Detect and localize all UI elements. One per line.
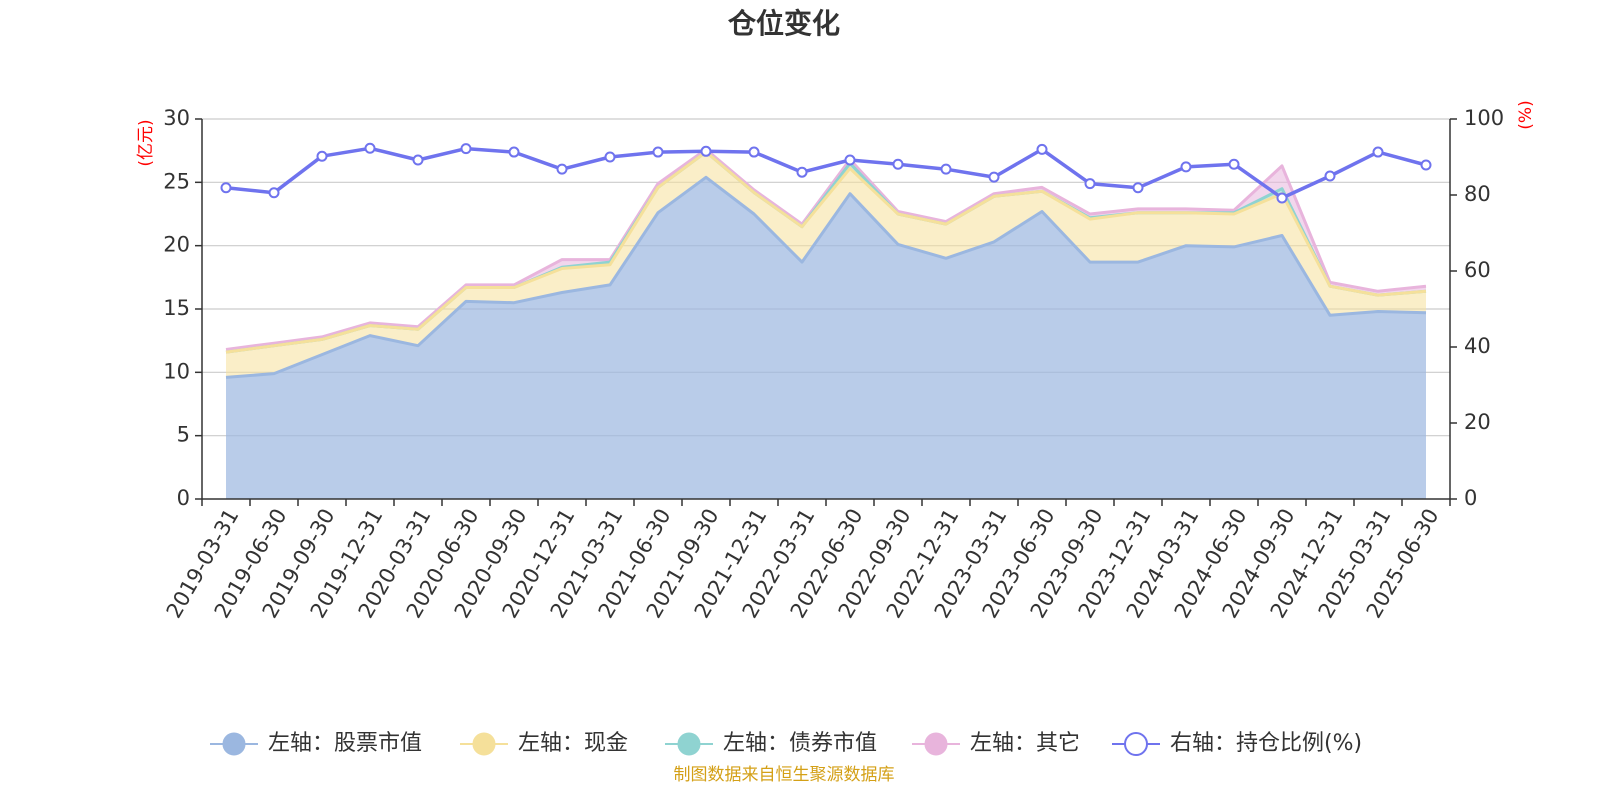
ratio-point [1276, 192, 1288, 204]
legend-item-2: 左轴：债券市值 [665, 731, 877, 756]
ratio-point [1324, 170, 1336, 182]
ratio-point [268, 187, 280, 199]
ratio-point [220, 182, 232, 194]
ratio-point [796, 166, 808, 178]
left-tick-label: 25 [163, 169, 190, 193]
right-tick-label: 60 [1464, 258, 1491, 282]
legend-label: 左轴：其它 [970, 731, 1080, 756]
ratio-point [364, 142, 376, 154]
left-tick-label: 10 [163, 359, 190, 383]
area-line-0 [225, 175, 1427, 379]
legend-item-1: 左轴：现金 [460, 731, 628, 756]
ratio-point [748, 146, 760, 158]
position-ratio-series [220, 142, 1432, 204]
ratio-point [1036, 143, 1048, 155]
legend-item-3: 左轴：其它 [912, 731, 1080, 756]
legend-label: 左轴：股票市值 [268, 731, 422, 756]
legend-marker [924, 732, 948, 756]
legend-marker [472, 732, 496, 756]
right-axis-unit: (%) [1516, 100, 1536, 129]
legend-marker [677, 732, 701, 756]
ratio-point [316, 150, 328, 162]
right-tick-label: 20 [1464, 410, 1491, 434]
legend-label: 左轴：现金 [518, 731, 628, 756]
data-source-note: 制图数据来自恒生聚源数据库 [674, 765, 895, 785]
area-line-3 [225, 147, 1427, 351]
legend-label: 右轴：持仓比例(%) [1170, 731, 1362, 756]
ratio-point [460, 143, 472, 155]
left-tick-label: 20 [163, 233, 190, 257]
chart-title: 仓位变化 [728, 7, 840, 40]
ratio-line [225, 146, 1427, 200]
legend: 左轴：股票市值 左轴：现金 左轴：债券市值 左轴：其它 右轴：持仓比例(%) [210, 731, 1362, 756]
right-tick-label: 80 [1464, 182, 1491, 206]
ratio-point [1420, 159, 1432, 171]
ratio-point [1084, 178, 1096, 190]
ratio-point [508, 146, 520, 158]
legend-marker [222, 732, 246, 756]
stacked-areas [225, 147, 1427, 500]
legend-item-0: 左轴：股票市值 [210, 731, 422, 756]
area-0 [226, 177, 1426, 500]
ratio-point [940, 163, 952, 175]
left-axis-unit: (亿元) [136, 119, 156, 166]
right-tick-label: 100 [1464, 106, 1504, 130]
area-line-1 [225, 150, 1427, 354]
left-tick-label: 5 [177, 423, 190, 447]
legend-item-4: 右轴：持仓比例(%) [1112, 731, 1362, 756]
ratio-point [844, 154, 856, 166]
ratio-point [1132, 182, 1144, 194]
left-tick-label: 15 [163, 296, 190, 320]
ratio-point [652, 146, 664, 158]
ratio-point [1228, 158, 1240, 170]
ratio-point [412, 154, 424, 166]
right-tick-label: 0 [1464, 486, 1477, 510]
left-tick-label: 0 [177, 486, 190, 510]
ratio-point [1372, 146, 1384, 158]
ratio-point [604, 151, 616, 163]
ratio-point [700, 145, 712, 157]
ratio-point [556, 163, 568, 175]
ratio-point [892, 158, 904, 170]
ratio-point [988, 171, 1000, 183]
legend-label: 左轴：债券市值 [723, 731, 877, 756]
ratio-point [1180, 161, 1192, 173]
right-tick-label: 40 [1464, 334, 1491, 358]
legend-marker [1124, 732, 1148, 756]
left-tick-label: 30 [163, 106, 190, 130]
